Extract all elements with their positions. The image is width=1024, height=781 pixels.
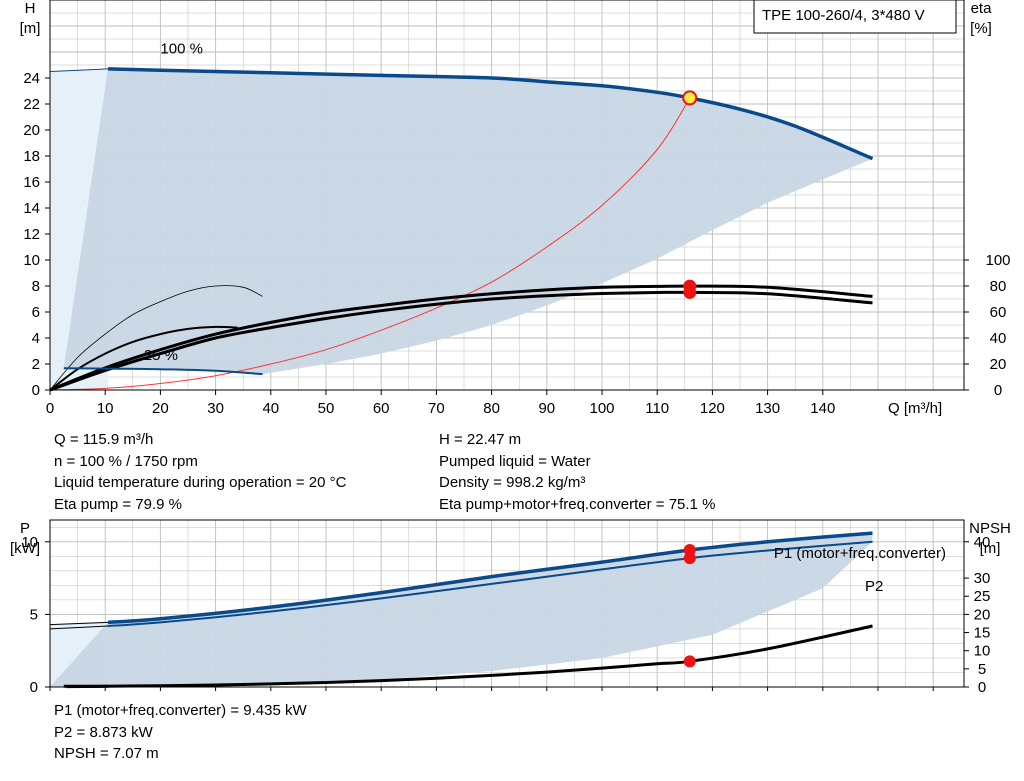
y-tick-label: 12: [23, 226, 40, 243]
x-tick-label: 70: [428, 400, 445, 417]
y2-tick-label: 20: [990, 356, 1007, 373]
y2-tick-label: 20: [974, 606, 991, 623]
y-axis-label: P: [20, 520, 30, 537]
y2-axis-label: [%]: [970, 20, 992, 37]
x-tick-label: 0: [46, 400, 54, 417]
info-head: H = 22.47 m: [439, 431, 522, 448]
y2-tick-label: 100: [985, 252, 1010, 269]
y-tick-label: 5: [30, 606, 38, 623]
y2-tick-label: 25: [974, 588, 991, 605]
y2-tick-label: 10: [974, 643, 991, 660]
plot-frame: [49, 0, 965, 391]
y2-axis-label: NPSH: [969, 520, 1011, 537]
info-speed: n = 100 % / 1750 rpm: [54, 452, 198, 470]
info-eta-pump: Eta pump = 79.9 %: [54, 495, 182, 513]
y-tick-label: 10: [23, 252, 40, 269]
y-axis-label: [m]: [20, 20, 41, 37]
x-tick-label: 10: [97, 400, 114, 417]
h-25-curve: [63, 367, 263, 376]
y2-tick-label: 30: [974, 570, 991, 587]
npsh-point: [683, 655, 696, 668]
x-tick-label: 40: [262, 400, 279, 417]
info-liquid: Pumped liquid = Water: [439, 452, 591, 470]
plot-frame: [49, 519, 965, 688]
x-tick-label: 20: [152, 400, 169, 417]
y-tick-label: 10: [21, 534, 38, 551]
y2-tick-label: 40: [990, 330, 1007, 347]
info-top-left: Q = 115.9 m³/h n = 100 % / 1750 rpm Liqu…: [54, 429, 346, 515]
curve-label-100: 100 %: [160, 40, 203, 57]
p2-curve-label: P2: [865, 578, 883, 595]
p2-25-curve: [49, 625, 109, 630]
x-tick-label: 30: [207, 400, 224, 417]
info-temperature: Liquid temperature during operation = 20…: [54, 474, 347, 491]
y2-tick-label: 15: [974, 625, 991, 642]
x-tick-label: 90: [538, 400, 555, 417]
p2-point: [683, 552, 696, 565]
bottom-panel: P1 (motor+freq.converter)P20510051015202…: [10, 519, 1011, 696]
x-axis-label: Q [m³/h]: [888, 400, 942, 417]
info-density: Density = 998.2 kg/m³: [439, 474, 586, 491]
y2-tick-label: 80: [990, 278, 1007, 295]
pump-name: TPE 100-260/4, 3*480 V: [762, 7, 925, 24]
x-tick-label: 140: [810, 400, 835, 417]
y-tick-label: 4: [32, 330, 40, 347]
info-p1: P1 (motor+freq.converter) = 9.435 kW: [54, 702, 307, 719]
system-curve: [49, 97, 691, 391]
y-tick-label: 0: [30, 679, 38, 696]
pump-name-box: [753, 0, 957, 34]
x-tick-label: 110: [645, 400, 669, 417]
y-tick-label: 14: [23, 200, 40, 217]
y2-tick-label: 60: [990, 304, 1007, 321]
x-tick-label: 130: [755, 400, 780, 417]
p1-25-curve: [49, 621, 109, 626]
x-tick-label: 80: [483, 400, 500, 417]
x-tick-label: 120: [700, 400, 725, 417]
y-axis-label: [kW]: [10, 540, 40, 557]
info-q: Q = 115.9 m³/h: [54, 431, 154, 448]
y-tick-label: 2: [32, 356, 40, 373]
y-tick-label: 24: [23, 70, 40, 87]
info-npsh: NPSH = 7.07 m: [54, 745, 159, 762]
h-100-curve: [107, 67, 874, 161]
top-panel: 100 %25 %TPE 100-260/4, 3*480 V0 10 20 30 40…: [20, 0, 1011, 417]
y-tick-label: 20: [23, 122, 40, 139]
operating-point: [682, 90, 698, 106]
x-tick-label: 60: [373, 400, 390, 417]
y-tick-label: 18: [23, 148, 40, 165]
eta-pump-25-curve: [49, 285, 263, 391]
p1-100-curve: [107, 531, 873, 625]
h-left-edge: [49, 68, 109, 72]
info-p2: P2 = 8.873 kW: [54, 723, 153, 741]
operating-area: [63, 68, 873, 375]
x-tick-label: 50: [318, 400, 335, 417]
y2-tick-label: 0: [994, 382, 1002, 399]
y2-tick-label: 40: [974, 534, 991, 551]
y-tick-label: 0: [32, 382, 40, 399]
y-tick-label: 16: [23, 174, 40, 191]
y-axis-label: H: [25, 0, 36, 17]
x-tick-label: 100: [589, 400, 614, 417]
p2-100-curve: [107, 540, 873, 627]
curve-label-25: 25 %: [144, 347, 178, 364]
y-tick-label: 22: [23, 96, 40, 113]
y-tick-label: 6: [32, 304, 40, 321]
p1-curve-label: P1 (motor+freq.converter): [774, 545, 946, 562]
y-tick-label: 8: [32, 278, 40, 295]
y2-tick-label: 5: [978, 661, 986, 678]
y2-axis-label: eta: [971, 0, 993, 17]
y2-axis-label: [m]: [980, 540, 1001, 557]
info-eta-total: Eta pump+motor+freq.converter = 75.1 %: [439, 495, 716, 513]
info-top-right: H = 22.47 m Pumped liquid = Water Densit…: [439, 429, 715, 515]
info-bottom: P1 (motor+freq.converter) = 9.435 kW P2 …: [54, 700, 307, 765]
power-area: [50, 533, 873, 687]
y2-tick-label: 0: [978, 679, 986, 696]
eta-total-point: [683, 285, 697, 299]
